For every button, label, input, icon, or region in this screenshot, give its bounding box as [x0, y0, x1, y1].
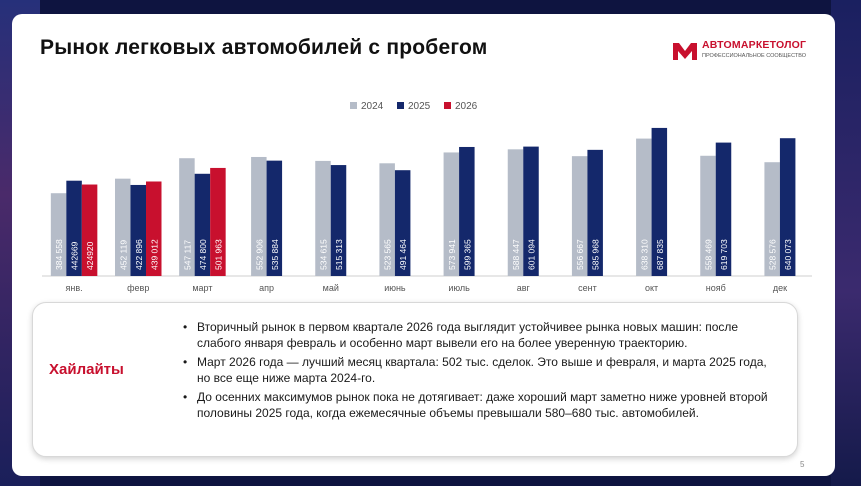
- data-label: 523 565: [383, 239, 393, 270]
- data-label: 442669: [70, 241, 80, 270]
- bar-2025: [459, 146, 475, 276]
- data-label: 501 963: [213, 239, 223, 270]
- bar-2024: [764, 162, 780, 276]
- data-label: 422 896: [134, 239, 144, 270]
- logo-subtitle: ПРОФЕССИОНАЛЬНОЕ СООБЩЕСТВО: [702, 53, 806, 59]
- highlight-text: До осенних максимумов рынок пока не дотя…: [197, 390, 768, 420]
- highlights-label: Хайлайты: [49, 361, 124, 378]
- highlight-item: • Март 2026 года — лучший месяц квартала:…: [183, 354, 783, 386]
- slide-title: Рынок легковых автомобилей с пробегом: [40, 36, 488, 59]
- bar-2025: [194, 173, 211, 276]
- bullet-icon: •: [183, 355, 188, 369]
- background-right: [831, 0, 861, 486]
- brand-logo: АВТОМАРКЕТОЛОГ ПРОФЕССИОНАЛЬНОЕ СООБЩЕСТ…: [672, 38, 812, 68]
- x-tick-label: июль: [448, 283, 470, 293]
- data-label: 439 012: [149, 239, 159, 270]
- bar-2024: [315, 160, 331, 276]
- x-tick-label: нояб: [706, 283, 726, 293]
- legend-label: 2025: [408, 101, 431, 112]
- highlights-box: Хайлайты • Вторичный рынок в первом кварт…: [32, 302, 798, 457]
- bar-2024: [50, 193, 67, 276]
- bar-2026: [146, 181, 162, 276]
- data-label: 601 094: [527, 239, 537, 270]
- data-label: 491 464: [398, 239, 408, 270]
- bullet-icon: •: [183, 390, 188, 404]
- data-label: 534 615: [319, 239, 329, 270]
- bar-2025: [394, 170, 411, 276]
- logo-name: АВТОМАРКЕТОЛОГ: [702, 39, 807, 51]
- bar-2025: [266, 160, 283, 276]
- bullet-icon: •: [183, 320, 188, 334]
- data-label: 585 968: [591, 239, 601, 270]
- x-tick-label: апр: [259, 283, 274, 293]
- x-tick-label: февр: [127, 283, 149, 293]
- x-tick-label: дек: [773, 283, 787, 293]
- legend-label: 2026: [455, 101, 478, 112]
- bar-2024: [571, 156, 588, 276]
- data-label: 424920: [85, 241, 95, 270]
- data-label: 573 941: [447, 239, 457, 270]
- data-label: 558 469: [704, 239, 714, 270]
- bar-2024: [379, 163, 395, 276]
- logo-mark-icon: [673, 43, 697, 60]
- data-label: 552 906: [254, 239, 264, 270]
- x-tick-label: авг: [517, 283, 531, 293]
- data-label: 687 835: [655, 239, 665, 270]
- highlight-item: • Вторичный рынок в первом квартале 2026 …: [183, 319, 783, 351]
- data-label: 535 884: [270, 239, 280, 270]
- bar-2025: [651, 127, 668, 276]
- data-label: 556 667: [575, 239, 585, 270]
- bar-2024: [115, 178, 131, 276]
- highlight-text: Март 2026 года — лучший месяц квартала: …: [197, 355, 767, 385]
- bar-2024: [251, 156, 267, 276]
- legend-swatch: [397, 102, 404, 109]
- bar-2024: [636, 138, 652, 276]
- bar-2025: [715, 142, 732, 276]
- bar-2024: [507, 149, 524, 276]
- bar-2025: [130, 184, 146, 276]
- bar-2025: [779, 138, 796, 276]
- data-label: 547 117: [182, 240, 192, 270]
- bar-2025: [330, 165, 347, 276]
- page-number: 5: [800, 460, 805, 469]
- highlight-item: • До осенних максимумов рынок пока не дот…: [183, 389, 783, 421]
- bar-2025: [587, 149, 603, 276]
- bar-2025: [66, 180, 82, 276]
- data-label: 588 447: [511, 239, 521, 270]
- data-label: 452 119: [118, 240, 128, 270]
- x-tick-label: июнь: [384, 283, 406, 293]
- x-tick-label: янв.: [66, 283, 83, 293]
- bar-2024: [179, 158, 195, 276]
- x-tick-label: май: [323, 283, 339, 293]
- data-label: 474 800: [198, 239, 208, 270]
- data-label: 528 576: [768, 239, 778, 270]
- highlights-list: • Вторичный рынок в первом квартале 2026 …: [183, 319, 783, 424]
- highlight-text: Вторичный рынок в первом квартале 2026 г…: [197, 320, 739, 350]
- data-label: 599 365: [462, 239, 472, 270]
- bar-2026: [81, 184, 98, 276]
- slide: Рынок легковых автомобилей с пробегом АВ…: [12, 14, 835, 476]
- bar-2026: [210, 167, 226, 276]
- bar-2024: [700, 155, 716, 276]
- data-label: 619 703: [719, 239, 729, 270]
- data-label: 640 073: [783, 239, 793, 270]
- x-tick-label: март: [192, 283, 212, 293]
- data-label: 515 313: [334, 239, 344, 270]
- legend-swatch: [350, 102, 357, 109]
- x-tick-label: сент: [578, 283, 597, 293]
- data-label: 638 310: [639, 239, 649, 270]
- bar-chart: 2024 2025 2026 384 558 442669 424920 янв. 452 1…: [42, 101, 812, 293]
- legend-swatch: [444, 102, 451, 109]
- x-tick-label: окт: [645, 283, 658, 293]
- bar-2025: [523, 146, 539, 276]
- bar-2024: [443, 152, 460, 276]
- data-label: 384 558: [54, 239, 64, 270]
- legend-label: 2024: [361, 101, 384, 112]
